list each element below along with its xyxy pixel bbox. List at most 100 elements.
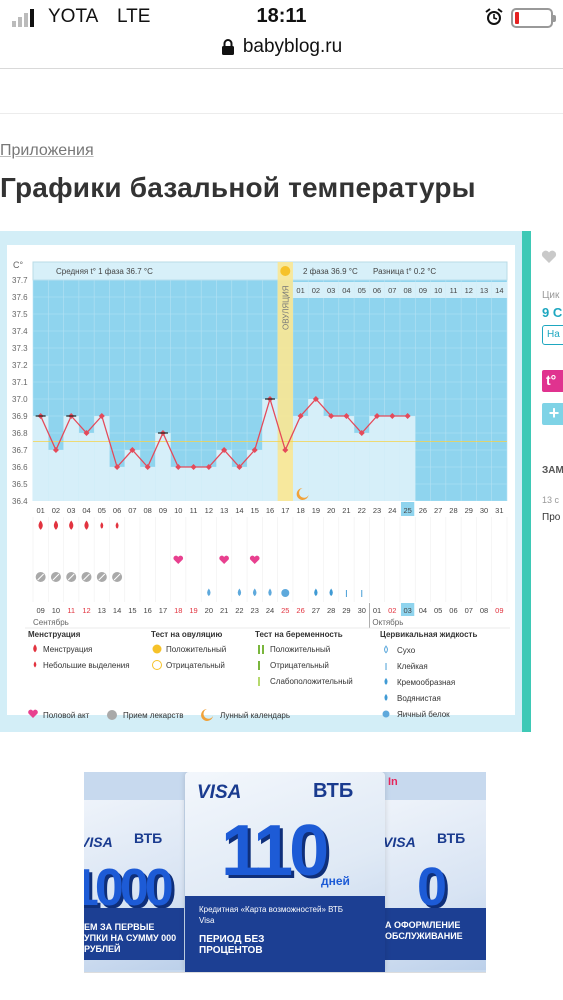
phase2-day-cell: [461, 282, 477, 298]
date-label: 18: [174, 606, 182, 615]
date-label: 20: [205, 606, 213, 615]
legend-pregnancy-icon: [258, 645, 260, 654]
date-label: 24: [266, 606, 274, 615]
month-label: Октябрь: [372, 618, 403, 627]
battery-icon: [511, 8, 556, 28]
breadcrumb-link[interactable]: Приложения: [0, 142, 94, 159]
y-tick-label: 36.7: [12, 446, 28, 455]
date-label: 10: [52, 606, 60, 615]
date-label: 29: [342, 606, 350, 615]
plot-header: [33, 262, 507, 280]
ad-badge[interactable]: In: [388, 776, 398, 788]
menstruation-icon: [69, 520, 74, 530]
legend-cervical-label: Сухо: [397, 646, 416, 655]
phase2-day-label: 09: [419, 286, 427, 295]
sidebar-card: [531, 231, 563, 732]
status-time: 18:11: [256, 5, 307, 27]
date-label: 13: [98, 606, 106, 615]
notes-title: ЗАМ: [542, 465, 563, 476]
legend-pregnancy-label: Отрицательный: [270, 661, 329, 670]
bar: [292, 416, 309, 501]
divider: [84, 972, 486, 973]
ad-left-number: 1000: [84, 859, 174, 917]
phase2-day-cell: [445, 282, 462, 298]
cycle-day-label: 01: [36, 506, 44, 515]
bar: [140, 467, 156, 501]
address-bar[interactable]: babyblog.ru: [0, 34, 563, 64]
ad-right-band: А ОФОРМЛЕНИЕ ОБСЛУЖИВАНИЕ: [385, 908, 486, 960]
date-label: 21: [220, 606, 228, 615]
temperature-point: [221, 447, 228, 453]
ad-slide-left: VISA ВТБ 1000 ЕМ ЗА ПЕРВЫЕ УПКИ НА СУММУ…: [84, 800, 184, 970]
bar: [338, 416, 355, 501]
date-label: 02: [388, 606, 396, 615]
date-label: 01: [373, 606, 381, 615]
temperature-point: [282, 447, 289, 453]
legend-cervical-label: Водянистая: [397, 694, 441, 703]
current-date-marker: [400, 603, 415, 616]
spotting-icon: [115, 522, 119, 529]
network-type: LTE: [117, 6, 151, 27]
bar: [170, 467, 186, 501]
temperature-point: [144, 464, 151, 470]
cervical-watery-icon: [268, 588, 272, 597]
y-tick-label: 36.8: [12, 429, 28, 438]
legend-spotting-label: Небольшие выделения: [43, 661, 130, 670]
temperature-point: [98, 413, 105, 419]
date-label: 23: [251, 606, 259, 615]
date-label: 07: [465, 606, 473, 615]
cycle-day-label: 28: [449, 506, 457, 515]
legend-ovulation-positive-label: Положительный: [166, 645, 226, 654]
cycle-day-label: 21: [342, 506, 350, 515]
date-label: 06: [449, 606, 457, 615]
phase2-day-cell: [292, 282, 309, 298]
phase2-day-label: 10: [434, 286, 442, 295]
bbt-chart[interactable]: 37.7 37.6 37.5 37.4 37.3 37.2 37.1 37.0 36.9 36.8…: [0, 231, 522, 732]
bar: [369, 416, 385, 501]
phase2-day-label: 14: [495, 286, 503, 295]
cycle-day-label: 09: [159, 506, 167, 515]
medication-icon-line: [83, 573, 90, 581]
y-tick-label: 37.0: [12, 395, 28, 404]
bar: [231, 467, 248, 501]
legend-cervical-label: Яичный белок: [397, 710, 450, 719]
y-tick-label: 37.1: [12, 378, 28, 387]
temperature-point: [312, 396, 319, 402]
temperature-point: [404, 413, 411, 419]
cycle-day-label: 11: [190, 506, 198, 515]
vtb-advertisement[interactable]: VISA ВТБ 1000 ЕМ ЗА ПЕРВЫЕ УПКИ НА СУММУ…: [84, 772, 486, 972]
legend-title-cervical: Цервикальная жидкость: [380, 630, 477, 639]
ad-right-number: 0: [417, 857, 447, 917]
phase2-day-cell: [369, 282, 385, 298]
temperature-point: [205, 464, 212, 470]
date-row: [33, 603, 507, 617]
phase2-day-cell: [384, 282, 400, 298]
symptom-grid: [33, 517, 507, 602]
temperature-point: [374, 413, 381, 419]
legend-moon-icon: [201, 709, 213, 721]
visa-logo: VISA: [383, 834, 416, 850]
signal-bars-icon: [12, 9, 34, 27]
medication-icon-line: [67, 573, 75, 581]
phase2-day-label: 03: [327, 286, 335, 295]
temperature-point: [114, 464, 121, 470]
vtb-logo: ВТБ: [313, 780, 354, 802]
cycle-day-label: 24: [388, 506, 396, 515]
legend-spotting-icon: [33, 661, 37, 668]
y-tick-label: 37.5: [12, 310, 28, 319]
cycle-label: Цик: [542, 290, 560, 301]
sidebar-button[interactable]: На: [542, 325, 563, 345]
menstruation-icon: [53, 520, 59, 530]
note-text: Про: [542, 512, 561, 523]
temperature-button[interactable]: t°: [542, 370, 563, 392]
legend-creamy-icon: [384, 677, 388, 685]
alarm-icon: [485, 8, 503, 25]
date-label: 11: [67, 606, 75, 615]
temperature-point: [389, 413, 396, 419]
add-button[interactable]: +: [542, 403, 563, 425]
phase2-day-label: 04: [342, 286, 350, 295]
heart-icon[interactable]: [541, 250, 557, 264]
temperature-point: [328, 413, 335, 419]
legend-cervical-label: Кремообразная: [397, 678, 455, 687]
current-day-marker: [400, 502, 415, 516]
